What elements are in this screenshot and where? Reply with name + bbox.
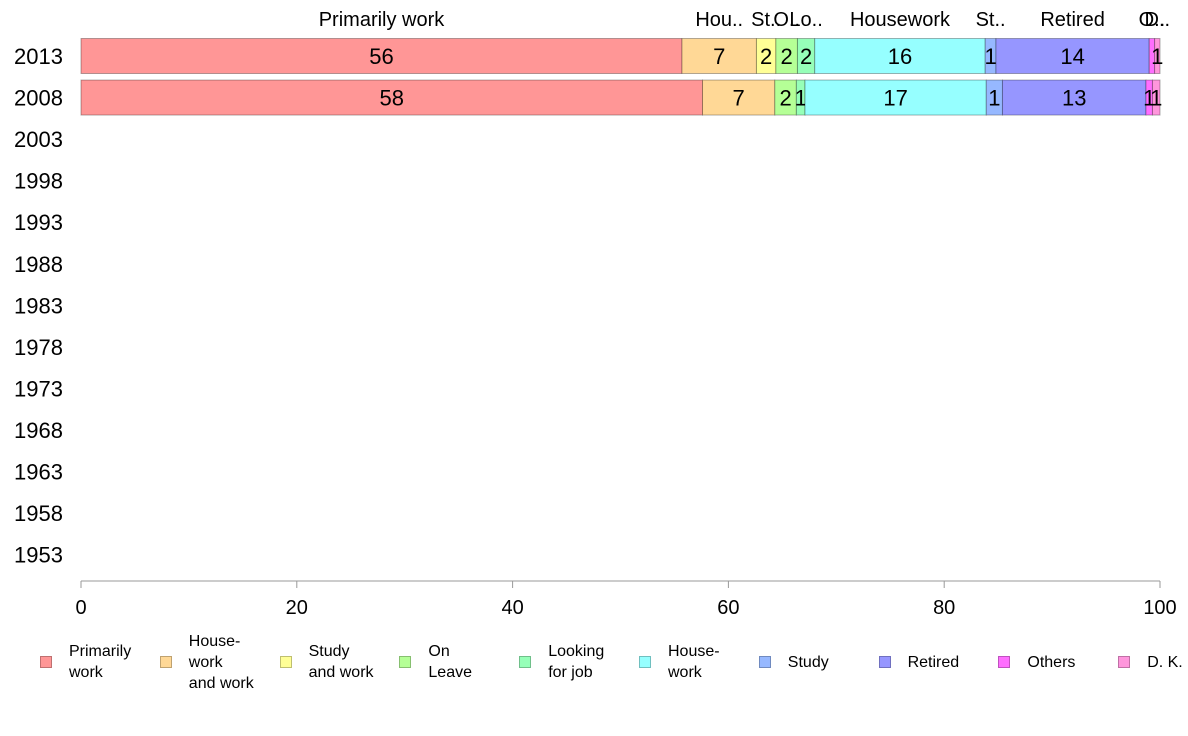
data-label: 17 bbox=[883, 86, 907, 111]
data-label: 7 bbox=[733, 86, 745, 111]
bar-segment bbox=[80, 38, 683, 74]
legend-swatch bbox=[1118, 656, 1131, 668]
y-tick-label: 1998 bbox=[14, 169, 63, 194]
legend-swatch bbox=[519, 656, 532, 668]
bar-segment bbox=[80, 79, 704, 116]
legend-swatch bbox=[159, 656, 172, 668]
y-tick-label: 1983 bbox=[14, 293, 63, 318]
data-label: 2 bbox=[800, 44, 812, 69]
data-label: 56 bbox=[369, 44, 393, 69]
data-label: 1 bbox=[1150, 86, 1162, 111]
bar-segment bbox=[702, 79, 776, 116]
y-tick-label: 1963 bbox=[14, 460, 63, 485]
segment-header-label: St.. bbox=[751, 9, 781, 31]
x-tick-label: 100 bbox=[1143, 597, 1176, 619]
legend-label: Study bbox=[787, 653, 829, 671]
y-axis-labels: 2013 2008 2003 1998 1993 1988 1983 1978 1973 1968… bbox=[14, 44, 63, 568]
y-tick-label: 1973 bbox=[14, 376, 63, 401]
segment-header-label: Housework bbox=[850, 9, 951, 31]
legend-label: House- work bbox=[668, 643, 720, 681]
y-tick-label: 2008 bbox=[14, 86, 63, 111]
data-label: 2 bbox=[779, 86, 791, 111]
legend-swatch bbox=[758, 656, 771, 668]
segment-header-label: Lo.. bbox=[789, 9, 822, 31]
bar-segment bbox=[681, 38, 757, 74]
y-tick-label: 1978 bbox=[14, 335, 63, 360]
x-tick-label: 20 bbox=[286, 597, 308, 619]
legend: Primarily work House- work and work Study … bbox=[0, 632, 1188, 702]
stacked-bar-chart: Primarily work Hou.. St..O..Lo.. Housework S… bbox=[14, 9, 1177, 619]
data-label: 58 bbox=[380, 86, 404, 111]
legend-swatch bbox=[639, 656, 651, 668]
legend-swatch bbox=[399, 656, 412, 668]
segment-header-label: Hou.. bbox=[695, 9, 743, 31]
legend-label: House- work and work bbox=[188, 632, 254, 692]
segment-header-label: O.. bbox=[1139, 9, 1166, 31]
bar-segment bbox=[1151, 79, 1161, 116]
legend-label: Others bbox=[1027, 653, 1076, 671]
y-tick-label: 2013 bbox=[14, 44, 63, 69]
data-label: 2 bbox=[760, 44, 772, 69]
x-tick-label: 80 bbox=[933, 597, 955, 619]
data-label: 13 bbox=[1062, 86, 1086, 111]
bar-segment bbox=[814, 38, 986, 74]
segment-header-label: D.. bbox=[1145, 9, 1171, 31]
data-label: 16 bbox=[888, 44, 912, 69]
x-axis: 0 20 40 60 80 100 bbox=[75, 580, 1177, 619]
y-tick-label: 1988 bbox=[14, 252, 63, 277]
segment-header-label: Retired bbox=[1040, 9, 1104, 31]
bars: 56 7 2 2 2 16 1 14 158 7 2 1 17 1 13 11 bbox=[80, 38, 1163, 116]
data-label: 1 bbox=[1143, 86, 1155, 111]
bar-segment bbox=[1001, 79, 1147, 116]
bar-segment bbox=[995, 38, 1150, 74]
data-label: 1 bbox=[984, 44, 996, 69]
legend-label: Retired bbox=[907, 653, 960, 671]
y-tick-label: 1968 bbox=[14, 418, 63, 443]
legend-label: Primarily work bbox=[69, 643, 132, 681]
legend-swatch bbox=[40, 656, 52, 668]
data-label: 1 bbox=[795, 86, 807, 111]
segment-header-labels: Primarily work Hou.. St..O..Lo.. Housework S… bbox=[319, 9, 1170, 31]
segment-header-label: Primarily work bbox=[319, 9, 446, 31]
bar-segment bbox=[1154, 38, 1161, 74]
x-tick-label: 40 bbox=[501, 597, 523, 619]
legend-swatch bbox=[998, 656, 1011, 668]
data-label: 7 bbox=[713, 44, 725, 69]
y-tick-label: 2003 bbox=[14, 127, 63, 152]
segment-header-label: St.. bbox=[976, 9, 1006, 31]
data-label: 2 bbox=[781, 44, 793, 69]
legend-label: Looking for job bbox=[548, 643, 605, 681]
legend-swatch bbox=[279, 656, 292, 668]
bar-segment bbox=[804, 79, 987, 116]
data-label: 14 bbox=[1060, 44, 1084, 69]
legend-swatch bbox=[878, 656, 891, 668]
legend-label: D. K. bbox=[1147, 653, 1183, 671]
y-tick-label: 1993 bbox=[14, 210, 63, 235]
y-tick-label: 1958 bbox=[14, 501, 63, 526]
data-label: 1 bbox=[1151, 44, 1163, 69]
legend-label: On Leave bbox=[428, 643, 472, 681]
data-label: 1 bbox=[988, 86, 1000, 111]
x-tick-label: 60 bbox=[717, 597, 739, 619]
x-tick-label: 0 bbox=[75, 597, 86, 619]
y-tick-label: 1953 bbox=[14, 543, 63, 568]
segment-header-label: O.. bbox=[773, 9, 800, 31]
legend-label: Study and work bbox=[308, 643, 374, 681]
